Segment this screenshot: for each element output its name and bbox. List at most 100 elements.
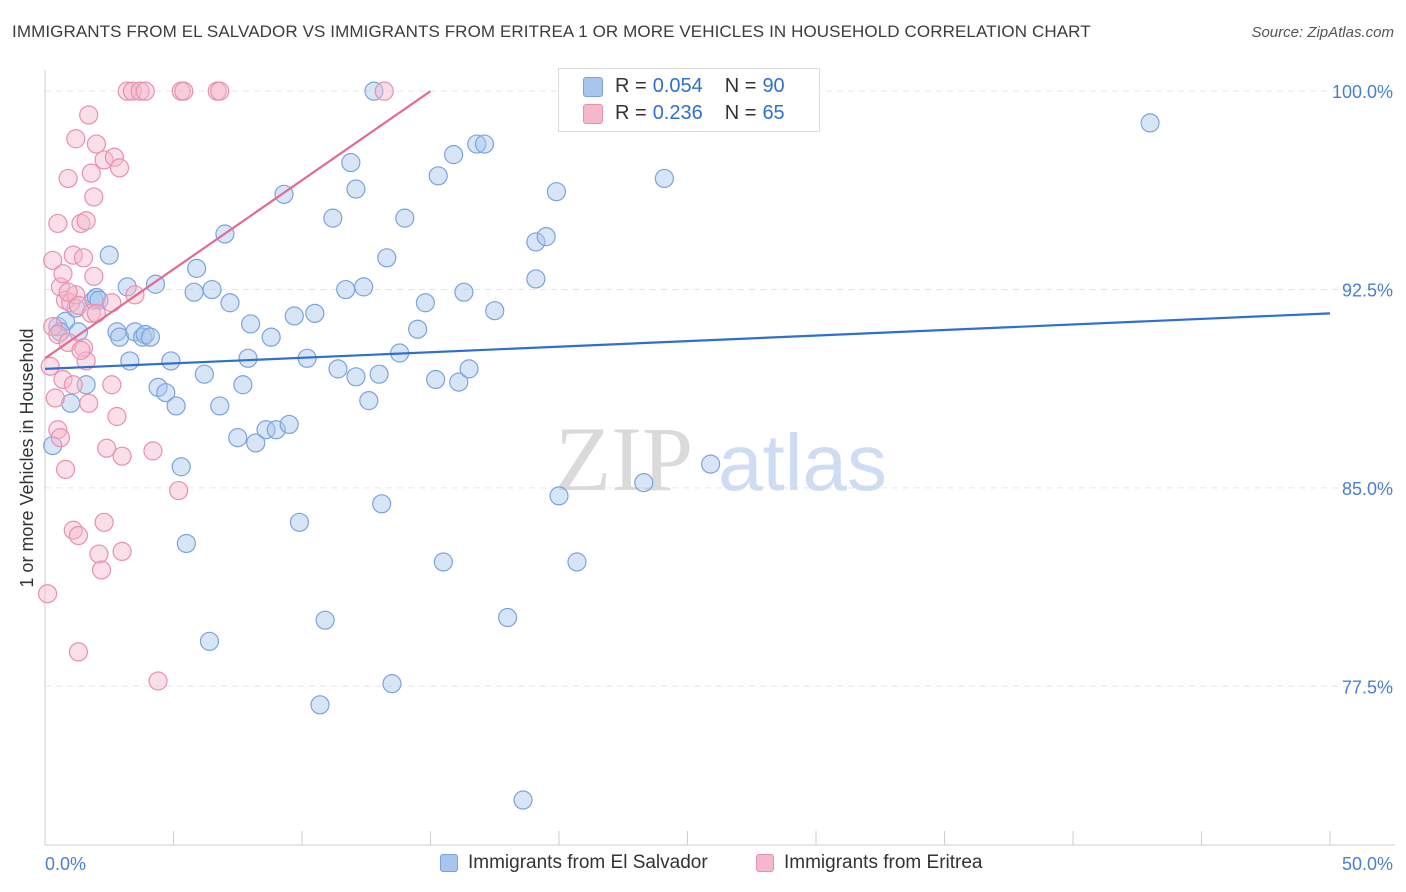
el-salvador-point bbox=[415, 293, 435, 313]
el-salvador-point bbox=[498, 607, 518, 628]
eritrea-point bbox=[68, 642, 89, 662]
eritrea-point bbox=[81, 303, 101, 323]
eritrea-point bbox=[86, 134, 107, 154]
eritrea-point bbox=[112, 446, 132, 466]
chart-title: IMMIGRANTS FROM EL SALVADOR VS IMMIGRANT… bbox=[12, 22, 1091, 41]
eritrea-point bbox=[73, 248, 94, 268]
el-salvador-point bbox=[323, 208, 343, 228]
x-tick-label-max: 50.0% bbox=[1342, 854, 1393, 874]
el-salvador-point bbox=[284, 306, 304, 326]
el-salvador-point bbox=[364, 81, 384, 101]
eritrea-point bbox=[63, 520, 83, 540]
el-salvador-point bbox=[433, 552, 453, 572]
el-salvador-point bbox=[140, 327, 160, 347]
r-label: R = bbox=[615, 102, 647, 124]
eritrea-point bbox=[94, 512, 114, 532]
eritrea-point bbox=[81, 163, 101, 183]
watermark-atlas: atlas bbox=[718, 418, 887, 507]
y-tick-label: 77.5% bbox=[1342, 677, 1393, 697]
stats-swatch-el-salvador bbox=[583, 76, 603, 97]
eritrea-point bbox=[89, 544, 109, 564]
el-salvador-point bbox=[654, 168, 674, 189]
eritrea-trend-line bbox=[44, 90, 432, 360]
el-salvador-point bbox=[66, 298, 86, 318]
el-salvador-point bbox=[256, 420, 276, 440]
el-salvador-point bbox=[266, 420, 286, 440]
el-salvador-point bbox=[194, 364, 214, 384]
el-salvador-point bbox=[328, 359, 348, 379]
el-salvador-point bbox=[184, 282, 204, 302]
legend-item-eritrea[interactable]: Immigrants from Eritrea bbox=[756, 852, 982, 874]
eritrea-point bbox=[143, 441, 163, 461]
y-tick-label: 100.0% bbox=[1332, 82, 1393, 102]
eritrea-point bbox=[53, 369, 73, 390]
eritrea-point bbox=[50, 428, 71, 448]
eritrea-point bbox=[102, 293, 122, 313]
el-salvador-point bbox=[701, 454, 721, 474]
el-salvador-point bbox=[449, 372, 469, 392]
eritrea-point bbox=[97, 438, 117, 458]
y-tick-label: 85.0% bbox=[1342, 479, 1393, 499]
eritrea-point bbox=[63, 375, 83, 395]
el-salvador-point bbox=[359, 391, 379, 411]
el-salvador-point bbox=[161, 351, 181, 371]
eritrea-point bbox=[43, 250, 63, 271]
r-value: 0.054 bbox=[652, 75, 703, 97]
watermark-zip: ZIP bbox=[555, 408, 693, 510]
el-salvador-point bbox=[117, 277, 137, 297]
r-label: R = bbox=[615, 75, 647, 97]
legend-label: Immigrants from El Salvador bbox=[468, 852, 708, 873]
eritrea-point bbox=[55, 290, 76, 310]
data-points bbox=[37, 81, 1160, 810]
eritrea-point bbox=[40, 356, 60, 376]
eritrea-point bbox=[84, 187, 104, 207]
el-salvador-point bbox=[485, 301, 505, 321]
el-salvador-point bbox=[634, 473, 654, 493]
stats-box: R = 0.054 N = 90 R = 0.236 N = 65 bbox=[558, 68, 820, 132]
el-salvador-point bbox=[346, 367, 366, 387]
el-salvador-point bbox=[238, 348, 258, 368]
n-value: 90 bbox=[762, 75, 785, 97]
eritrea-point bbox=[55, 459, 76, 480]
eritrea-point bbox=[76, 351, 96, 371]
el-salvador-point bbox=[233, 375, 253, 395]
tick-labels: 77.5% 85.0% 92.5% 100.0% 0.0% 50.0% bbox=[45, 82, 1393, 874]
el-salvador-point bbox=[336, 279, 356, 300]
el-salvador-point bbox=[171, 457, 191, 477]
el-salvador-point bbox=[526, 232, 546, 252]
el-salvador-point bbox=[156, 383, 176, 403]
el-salvador-point bbox=[377, 248, 397, 268]
el-salvador-point bbox=[395, 208, 415, 228]
y-axis-label: 1 or more Vehicles in Household bbox=[17, 328, 37, 587]
legend-item-el-salvador[interactable]: Immigrants from El Salvador bbox=[440, 852, 708, 874]
eritrea-point bbox=[79, 393, 99, 413]
eritrea-point bbox=[71, 213, 91, 234]
el-salvador-point bbox=[428, 166, 448, 186]
eritrea-point bbox=[58, 282, 78, 302]
n-label: N = bbox=[724, 75, 757, 97]
el-salvador-point bbox=[382, 674, 402, 694]
eritrea-point bbox=[112, 541, 132, 561]
eritrea-point bbox=[104, 147, 124, 167]
el-salvador-point bbox=[199, 631, 220, 651]
legend-swatch-eritrea bbox=[756, 854, 774, 872]
grid-lines bbox=[45, 90, 1395, 687]
el-salvador-point bbox=[310, 695, 330, 715]
n-label: N = bbox=[724, 102, 757, 124]
el-salvador-point bbox=[315, 610, 335, 630]
eritrea-point bbox=[210, 81, 230, 101]
el-salvador-point bbox=[279, 414, 299, 435]
eritrea-point bbox=[48, 213, 68, 234]
eritrea-point bbox=[84, 266, 104, 286]
trend-lines bbox=[44, 90, 1331, 370]
el-salvador-point bbox=[567, 552, 587, 572]
eritrea-point bbox=[45, 388, 65, 408]
eritrea-point bbox=[76, 211, 96, 231]
el-salvador-point bbox=[202, 279, 222, 300]
stats-row-eritrea: R = 0.236 N = 65 bbox=[583, 102, 785, 125]
y-tick-label: 92.5% bbox=[1342, 281, 1393, 301]
legend: Immigrants from El Salvador Immigrants f… bbox=[0, 850, 1406, 880]
el-salvador-point bbox=[228, 428, 248, 448]
legend-swatch-el-salvador bbox=[440, 854, 458, 872]
